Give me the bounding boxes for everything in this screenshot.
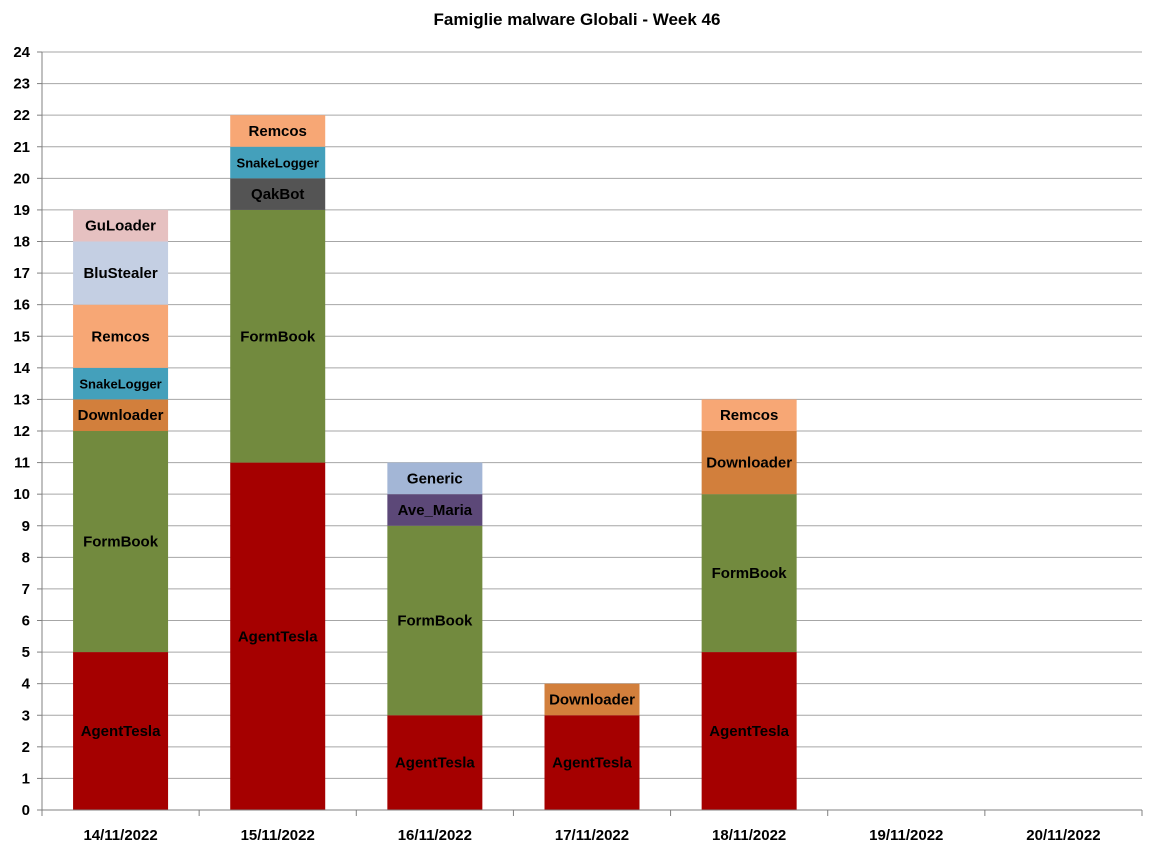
bar-segment-remcos xyxy=(701,399,797,431)
y-tick-label: 18 xyxy=(13,234,30,251)
segment-label: GuLoader xyxy=(85,218,156,235)
x-tick-label: 16/11/2022 xyxy=(398,827,472,844)
segment-label: FormBook xyxy=(397,613,473,630)
y-tick-label: 16 xyxy=(13,297,30,314)
bar-segment-formbook xyxy=(73,431,169,653)
x-tick-label: 14/11/2022 xyxy=(83,827,157,844)
y-tick-label: 2 xyxy=(22,739,30,756)
segment-label: Remcos xyxy=(720,407,778,424)
y-tick-label: 19 xyxy=(13,202,30,219)
y-tick-label: 10 xyxy=(13,486,30,503)
segment-label: FormBook xyxy=(240,328,316,345)
y-tick-label: 22 xyxy=(13,107,30,124)
segment-label: Ave_Maria xyxy=(398,502,473,519)
y-tick-label: 13 xyxy=(13,391,30,408)
segment-label: FormBook xyxy=(712,565,788,582)
segment-label: Downloader xyxy=(78,407,164,424)
bar-segment-downloader xyxy=(73,399,169,431)
x-tick-label: 15/11/2022 xyxy=(241,827,315,844)
y-tick-label: 20 xyxy=(13,170,30,187)
segment-label: Remcos xyxy=(249,123,307,140)
y-tick-label: 7 xyxy=(22,581,30,598)
bar-segment-downloader xyxy=(544,683,640,716)
bar-segment-agenttesla xyxy=(230,462,326,810)
bar-segment-formbook xyxy=(230,209,326,463)
y-tick-label: 9 xyxy=(22,518,30,535)
bar-segment-agenttesla xyxy=(73,652,169,810)
segment-label: Remcos xyxy=(91,328,149,345)
x-tick-label: 19/11/2022 xyxy=(869,827,943,844)
y-tick-label: 21 xyxy=(13,139,30,156)
bar-segment-snakelogger xyxy=(230,146,326,179)
bar-segment-blustealer xyxy=(73,241,169,305)
segment-label: AgentTesla xyxy=(238,628,318,645)
y-tick-label: 0 xyxy=(22,802,30,819)
bar-segment-agenttesla xyxy=(544,715,640,810)
segment-label: SnakeLogger xyxy=(79,377,161,392)
bars: AgentTesla FormBook Downloader SnakeLogger R… xyxy=(73,115,797,810)
bar-segment-remcos xyxy=(73,304,169,368)
y-tick-label: 24 xyxy=(13,44,30,61)
axes xyxy=(37,51,1143,816)
bar-segment-downloader xyxy=(701,431,797,495)
y-tick-label: 5 xyxy=(22,644,30,661)
bar-segment-agenttesla xyxy=(387,715,483,810)
y-tick-label: 12 xyxy=(13,423,30,440)
bar-segment-formbook xyxy=(701,494,797,653)
y-tick-label: 17 xyxy=(13,265,30,282)
segment-label: FormBook xyxy=(83,534,159,551)
y-tick-label: 1 xyxy=(22,770,30,787)
x-axis-ticks: 14/11/2022 15/11/2022 16/11/2022 17/11/2022… xyxy=(83,827,1100,844)
y-tick-label: 8 xyxy=(22,549,30,566)
segment-label: Downloader xyxy=(549,691,635,708)
segment-label: AgentTesla xyxy=(395,755,475,772)
y-tick-label: 3 xyxy=(22,707,30,724)
y-tick-label: 15 xyxy=(13,328,30,345)
segment-label: AgentTesla xyxy=(81,723,161,740)
bar-segment-generic xyxy=(387,462,483,495)
bar-segment-ave-maria xyxy=(387,494,483,526)
segment-label: BluStealer xyxy=(83,265,157,282)
y-tick-label: 6 xyxy=(22,613,30,630)
y-tick-label: 4 xyxy=(22,676,31,693)
segment-label: QakBot xyxy=(251,186,304,203)
gridlines xyxy=(42,51,1142,779)
bar-segment-agenttesla xyxy=(701,652,797,810)
segment-label: AgentTesla xyxy=(709,723,789,740)
bar-segment-qakbot xyxy=(230,178,326,210)
segment-label: Generic xyxy=(407,470,463,487)
y-tick-label: 11 xyxy=(14,455,30,472)
segment-label: SnakeLogger xyxy=(237,156,319,171)
segment-label: AgentTesla xyxy=(552,755,632,772)
bar-segment-remcos xyxy=(230,115,326,147)
chart-title: Famiglie malware Globali - Week 46 xyxy=(434,10,721,29)
segment-label: Downloader xyxy=(706,455,792,472)
x-tick-label: 20/11/2022 xyxy=(1026,827,1100,844)
y-tick-label: 14 xyxy=(13,360,30,377)
x-tick-label: 17/11/2022 xyxy=(555,827,629,844)
bar-segment-guloader xyxy=(73,209,169,242)
y-tick-label: 23 xyxy=(13,76,30,93)
x-tick-label: 18/11/2022 xyxy=(712,827,786,844)
bar-segment-formbook xyxy=(387,525,483,716)
bar-segment-snakelogger xyxy=(73,367,169,400)
